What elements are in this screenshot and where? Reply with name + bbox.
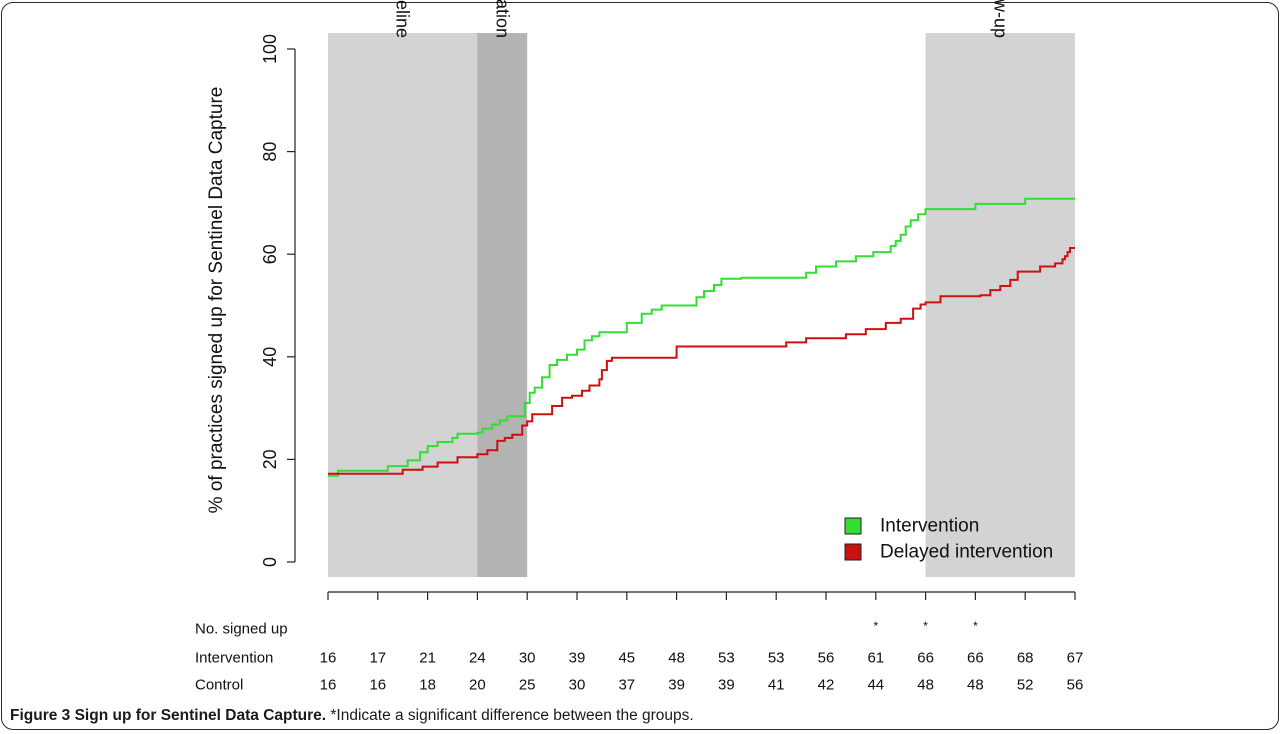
table-cell: 68 xyxy=(1017,650,1034,667)
chart: Baseline Randomisation Follow-up 0 20 40 60 80… xyxy=(195,0,1083,694)
table-cell: 61 xyxy=(867,650,884,667)
table-cell: 16 xyxy=(320,650,337,667)
y-tick-label: 20 xyxy=(260,449,280,469)
series-line xyxy=(328,197,1075,477)
legend-label: Delayed intervention xyxy=(880,542,1053,563)
phase-band xyxy=(328,33,478,577)
table-cell: 56 xyxy=(818,650,835,667)
legend-label: Intervention xyxy=(880,516,979,537)
phase-band xyxy=(477,33,528,577)
x-axis xyxy=(327,591,1076,600)
table-cell: 48 xyxy=(668,650,685,667)
table-cell: 56 xyxy=(1067,677,1084,694)
y-tick-label: 80 xyxy=(260,142,280,162)
significance-marker: * xyxy=(973,619,978,633)
table-cell: 48 xyxy=(917,677,934,694)
legend-swatch xyxy=(844,543,862,561)
y-axis-label: % of practices signed up for Sentinel Da… xyxy=(206,87,227,514)
y-tick-label: 40 xyxy=(260,347,280,367)
legend: Intervention Delayed intervention xyxy=(844,516,1053,563)
table-cell: 18 xyxy=(419,677,436,694)
table-cell: 16 xyxy=(320,677,337,694)
figure-caption: Figure 3 Sign up for Sentinel Data Captu… xyxy=(10,707,694,725)
table-cell: 41 xyxy=(768,677,785,694)
table-cell: 66 xyxy=(917,650,934,667)
phase-bands: Baseline Randomisation Follow-up xyxy=(328,0,1075,577)
table-cell: 16 xyxy=(369,677,386,694)
table-cell: 39 xyxy=(569,650,586,667)
significance-marker: * xyxy=(873,619,878,633)
table-cell: 20 xyxy=(469,677,486,694)
table-cell: 53 xyxy=(768,650,785,667)
phase-band xyxy=(925,33,1075,577)
y-axis: 0 20 40 60 80 100 xyxy=(260,34,296,567)
y-tick-label: 60 xyxy=(260,244,280,264)
phase-label: Randomisation xyxy=(492,0,512,38)
table-cell: 30 xyxy=(519,650,536,667)
table-row-label: Intervention xyxy=(195,650,273,667)
table-cell: 17 xyxy=(369,650,386,667)
y-tick-label: 0 xyxy=(260,557,280,567)
y-tick-label: 100 xyxy=(260,34,280,64)
table-cell: 44 xyxy=(867,677,884,694)
table-cell: 37 xyxy=(618,677,635,694)
legend-swatch xyxy=(844,517,862,535)
caption-title: Figure 3 Sign up for Sentinel Data Captu… xyxy=(10,707,327,724)
table-cell: 24 xyxy=(469,650,486,667)
phase-label: Follow-up xyxy=(990,0,1010,38)
table-cell: 30 xyxy=(569,677,586,694)
table-cell: 52 xyxy=(1017,677,1034,694)
series-lines xyxy=(328,197,1075,477)
table-cell: 45 xyxy=(618,650,635,667)
table-cell: 25 xyxy=(519,677,536,694)
signup-table: No. signed up * * * Intervention 16 17 21 24 30 39… xyxy=(195,619,1083,694)
table-cell: 48 xyxy=(967,677,984,694)
table-row-label: Control xyxy=(195,677,243,694)
caption-text: *Indicate a significant difference betwe… xyxy=(326,707,694,724)
table-cell: 21 xyxy=(419,650,436,667)
phase-label: Baseline xyxy=(393,0,413,38)
table-cell: 67 xyxy=(1067,650,1084,667)
table-cell: 66 xyxy=(967,650,984,667)
table-cell: 39 xyxy=(718,677,735,694)
significance-marker: * xyxy=(923,619,928,633)
table-cell: 42 xyxy=(818,677,835,694)
table-cell: 53 xyxy=(718,650,735,667)
table-header: No. signed up xyxy=(195,621,288,638)
series-line xyxy=(328,247,1075,475)
table-cell: 39 xyxy=(668,677,685,694)
